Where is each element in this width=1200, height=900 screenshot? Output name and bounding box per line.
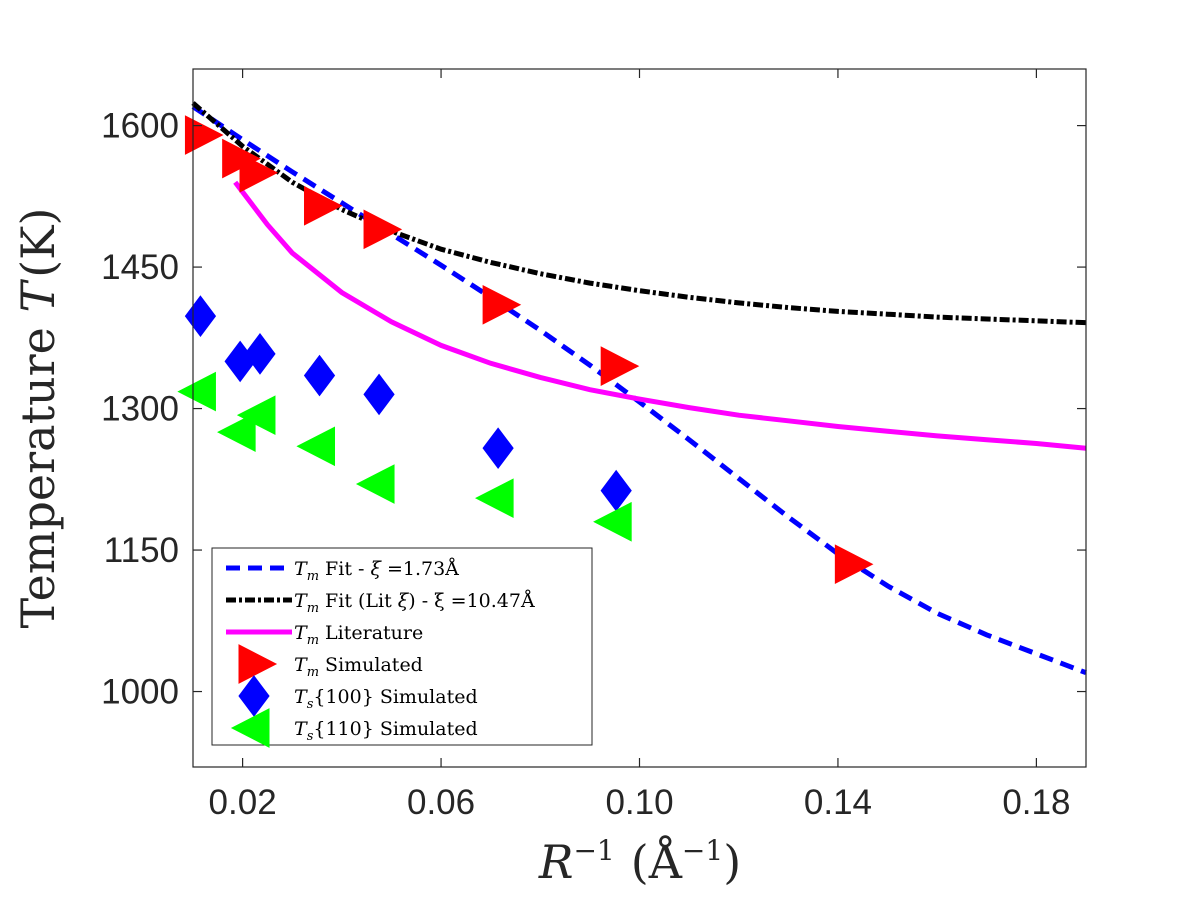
data-point-triangle-left-4 xyxy=(296,426,336,467)
x-tick-label: 0.14 xyxy=(804,783,872,822)
data-point-triangle-right-4 xyxy=(304,185,343,226)
legend-label: Ts{110} Simulated xyxy=(294,718,478,744)
series-line-3 xyxy=(233,180,1087,451)
data-point-triangle-left-3 xyxy=(236,395,276,435)
legend-swatch-triangle-right xyxy=(238,644,278,684)
legend-label: Ts{100} Simulated xyxy=(294,686,478,712)
data-point-diamond-5 xyxy=(363,373,395,416)
y-axis-title: Temperature T(K) xyxy=(11,208,65,629)
ticks-layer: 0.02 0.06 0.10 0.14 0.18 1000 1150 1300 1450 1600 xyxy=(101,69,1086,822)
data-point-triangle-right-3 xyxy=(239,152,279,193)
legend-label: Tm Simulated xyxy=(294,654,423,680)
data-point-triangle-right-6 xyxy=(482,284,522,325)
data-point-triangle-right-8 xyxy=(834,544,874,585)
legend-label: Tm Literature xyxy=(294,622,423,648)
x-tick-label: 0.18 xyxy=(1002,783,1070,822)
data-point-triangle-left-5 xyxy=(355,464,395,504)
legend-items: Tm Fit - ξ =1.73Å Tm Fit (Lit ξ) - ξ =10.… xyxy=(226,558,535,748)
y-tick-label: 1600 xyxy=(101,107,179,146)
data-point-triangle-right-5 xyxy=(363,209,403,250)
legend-label: Tm Fit (Lit ξ) - ξ =10.47Å xyxy=(294,590,535,616)
data-point-triangle-left-7 xyxy=(593,501,632,542)
legend-swatch-triangle-left xyxy=(230,708,270,748)
x-axis-title: R−1 (Å−1) xyxy=(538,834,741,889)
series-line-1 xyxy=(191,104,1087,676)
data-point-diamond-3 xyxy=(244,333,276,375)
legend: Tm Fit - ξ =1.73Å Tm Fit (Lit ξ) - ξ =10.… xyxy=(211,547,593,748)
y-tick-label: 1450 xyxy=(101,248,179,287)
x-tick-label: 0.10 xyxy=(605,783,673,822)
data-point-triangle-left-1 xyxy=(177,371,216,412)
series-line-2 xyxy=(191,101,1087,326)
legend-label: Tm Fit - ξ =1.73Å xyxy=(294,558,459,584)
x-tick-label: 0.02 xyxy=(209,783,277,822)
y-tick-label: 1150 xyxy=(104,531,179,570)
legend-swatch-diamond xyxy=(238,675,270,717)
series-layer xyxy=(177,101,1087,676)
data-point-diamond-6 xyxy=(482,427,514,470)
legend-box xyxy=(211,547,593,746)
data-point-triangle-right-7 xyxy=(600,346,640,386)
y-tick-label: 1300 xyxy=(101,390,179,429)
y-tick-label: 1000 xyxy=(101,673,179,712)
data-point-triangle-left-2 xyxy=(217,412,256,452)
data-point-triangle-left-6 xyxy=(475,478,514,518)
data-point-diamond-4 xyxy=(303,354,336,397)
x-tick-label: 0.06 xyxy=(407,783,475,822)
